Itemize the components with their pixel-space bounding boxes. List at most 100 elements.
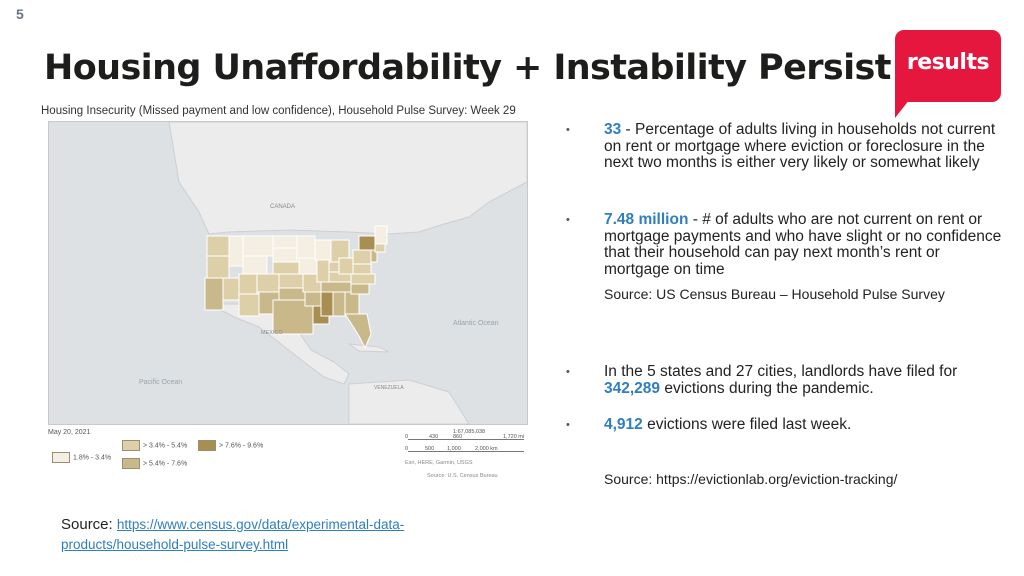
bullet-text-1: 33 - Percentage of adults living in hous… xyxy=(604,121,1006,172)
scale-mi-0: 0 xyxy=(405,434,409,440)
map-svg: CANADA MEXICO Atlantic Ocean Pacific Oce… xyxy=(49,122,527,424)
state-mn xyxy=(296,235,316,259)
bullet-item-2: • 7.48 million - # of adults who are not… xyxy=(566,211,1006,278)
legend-label-4: > 7.6% - 9.6% xyxy=(219,442,264,450)
state-tx xyxy=(272,299,314,335)
state-ar xyxy=(304,291,322,307)
state-ut xyxy=(238,273,258,295)
slide-number: 5 xyxy=(16,6,24,22)
state-sd xyxy=(272,247,298,263)
bullet-item-3: • In the 5 states and 27 cities, landlor… xyxy=(566,363,1006,397)
scale-mi-3: 1,720 mi xyxy=(503,434,525,440)
bullet-marker-4: • xyxy=(566,419,570,431)
logo-text: results xyxy=(906,50,990,75)
label-pacific: Pacific Ocean xyxy=(139,379,182,386)
bullet-highlight-3: 342,289 xyxy=(604,379,661,397)
state-il xyxy=(316,259,330,283)
state-wi xyxy=(314,239,332,261)
state-wy xyxy=(242,255,268,275)
scale-mi-2: 860 xyxy=(453,434,463,440)
state-pa xyxy=(352,249,372,265)
census-link-continued[interactable]: products/household-pulse-survey.html xyxy=(61,537,289,552)
state-al xyxy=(332,291,346,317)
scale-km-1: 500 xyxy=(425,446,435,452)
state-ma xyxy=(374,243,386,253)
bullet-item-4: • 4,912 evictions were filed last week. xyxy=(566,416,1006,434)
state-fl xyxy=(344,313,372,350)
legend-swatch-1 xyxy=(52,452,70,463)
legend-label-2: > 3.4% - 5.4% xyxy=(143,442,188,450)
scale-mi-1: 430 xyxy=(429,434,439,440)
bottom-source: Source: https://www.census.gov/data/expe… xyxy=(61,515,404,555)
scale-bar-mi xyxy=(408,439,524,440)
state-wa xyxy=(206,235,230,257)
state-or xyxy=(206,255,230,279)
state-nd xyxy=(272,235,298,249)
state-az xyxy=(238,293,260,317)
bullet-marker-1: • xyxy=(566,124,570,136)
legend-swatch-2 xyxy=(122,440,140,451)
state-oh xyxy=(338,257,354,275)
scale-credit-2: Source: U.S. Census Bureau xyxy=(427,473,498,479)
label-mexico: MEXICO xyxy=(261,330,283,336)
label-atlantic: Atlantic Ocean xyxy=(453,320,499,327)
bullet-body-1: - Percentage of adults living in househo… xyxy=(604,121,996,171)
bullet-text-2: 7.48 million - # of adults who are not c… xyxy=(604,211,1006,278)
bullet-post-4: evictions were filed last week. xyxy=(642,416,852,433)
bullet-item-1: • 33 - Percentage of adults living in ho… xyxy=(566,121,1006,172)
source-evictionlab: Source: https://evictionlab.org/eviction… xyxy=(604,471,898,487)
map-date: May 20, 2021 xyxy=(48,429,91,436)
state-ks xyxy=(278,273,304,289)
state-ne xyxy=(272,261,300,275)
bullet-highlight-4: 4,912 xyxy=(604,416,643,433)
page-title: Housing Unaffordability + Instability Pe… xyxy=(44,48,891,88)
scale-ratio: 1:67,085,038 xyxy=(453,429,486,435)
state-mt xyxy=(242,235,274,257)
bullet-highlight-2: 7.48 million xyxy=(604,211,689,228)
map-scale: 1:67,085,038 0 430 860 1,720 mi 0 500 1,… xyxy=(405,429,530,489)
bullet-marker-3: • xyxy=(566,366,570,378)
legend-item-4: > 7.6% - 9.6% xyxy=(198,440,263,451)
map-title: Housing Insecurity (Missed payment and l… xyxy=(41,105,516,117)
legend-swatch-3 xyxy=(122,458,140,469)
logo-speech-tail xyxy=(895,90,917,118)
label-venezuela: VENEZUELA xyxy=(374,385,404,391)
state-me xyxy=(374,225,388,245)
state-co xyxy=(256,273,280,293)
scale-km-0: 0 xyxy=(405,446,409,452)
state-va xyxy=(352,263,372,275)
bullet-highlight-1: 33 xyxy=(604,121,622,138)
state-nj xyxy=(370,249,378,263)
bottom-source-label: Source: xyxy=(61,516,117,533)
scale-km-3: 2,000 km xyxy=(475,446,498,452)
south-america-land xyxy=(348,379,470,424)
state-nv xyxy=(222,277,240,301)
legend-label-1: 1.8% - 3.4% xyxy=(73,454,112,462)
cuba-land xyxy=(347,343,390,353)
census-link[interactable]: https://www.census.gov/data/experimental… xyxy=(116,517,405,532)
bullet-marker-2: • xyxy=(566,214,570,226)
state-ia xyxy=(298,257,318,275)
label-canada: CANADA xyxy=(270,204,295,210)
state-sc xyxy=(350,283,370,295)
us-states xyxy=(204,225,388,350)
legend-label-3: > 5.4% - 7.6% xyxy=(143,460,188,468)
state-tn xyxy=(320,281,352,293)
bullet-text-3: In the 5 states and 27 cities, landlords… xyxy=(604,363,1006,397)
source-census: Source: US Census Bureau – Household Pul… xyxy=(604,286,945,302)
housing-insecurity-map[interactable]: CANADA MEXICO Atlantic Ocean Pacific Oce… xyxy=(48,121,528,425)
state-id xyxy=(228,235,244,267)
state-ok xyxy=(278,287,306,301)
bullet-body-2: - # of adults who are not current on ren… xyxy=(604,211,1002,278)
results-logo: results xyxy=(895,30,1001,118)
legend-item-3: > 5.4% - 7.6% xyxy=(122,458,187,469)
state-ms xyxy=(320,291,334,317)
legend-item-2: > 3.4% - 5.4% xyxy=(122,440,187,451)
state-nc xyxy=(350,273,376,285)
state-ga xyxy=(344,291,360,315)
legend-swatch-4 xyxy=(198,440,216,451)
bullet-pre-3: In the 5 states and 27 cities, landlords… xyxy=(604,363,958,380)
legend-item-1: 1.8% - 3.4% xyxy=(52,452,111,463)
scale-credit-1: Esri, HERE, Garmin, USGS xyxy=(405,460,473,466)
state-ny xyxy=(358,235,376,251)
